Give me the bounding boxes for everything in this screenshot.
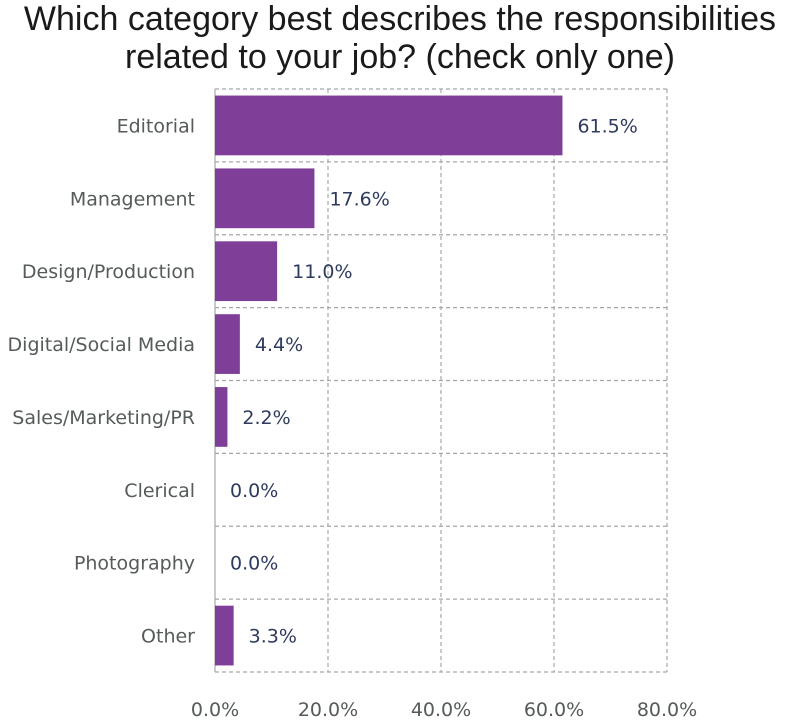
category-label: Other [141,626,195,648]
category-label: Management [70,188,195,210]
x-tick-label: 0.0% [191,699,239,721]
bar [215,168,315,229]
x-tick-label: 80.0% [637,699,697,721]
value-label: 4.4% [255,334,303,356]
bar [215,95,563,156]
category-label: Digital/Social Media [8,334,195,356]
chart-title-line-2: related to your job? (check only one) [125,38,675,76]
category-label: Editorial [117,115,195,137]
value-label: 3.3% [249,626,297,648]
value-label: 17.6% [329,188,389,210]
labels-layer: 0.0% 20.0% 40.0% 60.0% 80.0% Editorial 61.5% Ma… [8,115,698,721]
category-label: Photography [74,553,195,575]
category-label: Sales/Marketing/PR [12,407,195,429]
value-label: 11.0% [292,261,352,283]
value-label: 0.0% [230,553,278,575]
bar [215,387,228,447]
category-label: Design/Production [22,261,195,283]
chart-title-line-1: Which category best describes the respon… [23,0,777,38]
bars-layer [215,95,563,666]
value-label: 2.2% [242,407,290,429]
x-tick-label: 60.0% [524,699,584,721]
category-label: Clerical [124,480,195,502]
value-label: 0.0% [230,480,278,502]
x-tick-label: 20.0% [298,699,358,721]
bar [215,605,234,666]
bar [215,241,278,302]
value-label: 61.5% [577,115,637,137]
chart-title: Which category best describes the respon… [0,0,800,76]
x-tick-label: 40.0% [411,699,471,721]
bar [215,314,240,374]
